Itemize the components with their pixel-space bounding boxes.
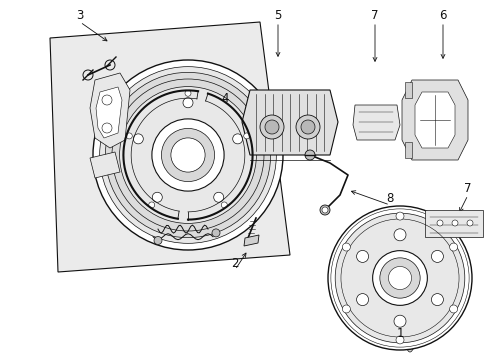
Circle shape (152, 192, 162, 202)
Text: 1: 1 (395, 327, 403, 340)
Polygon shape (50, 22, 289, 272)
Circle shape (395, 336, 403, 344)
Circle shape (379, 258, 419, 298)
Circle shape (319, 205, 329, 215)
Circle shape (184, 90, 191, 96)
Polygon shape (352, 105, 399, 140)
Circle shape (430, 294, 443, 306)
Circle shape (436, 220, 442, 226)
Circle shape (321, 207, 327, 213)
Text: 5: 5 (274, 9, 281, 22)
Circle shape (260, 115, 284, 139)
Text: 3: 3 (76, 9, 83, 22)
Circle shape (161, 129, 214, 181)
Text: 4: 4 (221, 92, 228, 105)
Polygon shape (242, 90, 337, 155)
Polygon shape (244, 235, 259, 246)
Circle shape (152, 119, 224, 191)
Circle shape (301, 120, 314, 134)
Polygon shape (401, 80, 467, 160)
Circle shape (356, 251, 368, 262)
Circle shape (387, 266, 411, 289)
Circle shape (148, 202, 154, 208)
Polygon shape (424, 210, 482, 237)
Circle shape (102, 95, 112, 105)
Polygon shape (90, 152, 120, 178)
Circle shape (170, 138, 204, 172)
Circle shape (102, 123, 112, 133)
Circle shape (183, 98, 193, 108)
Text: 7: 7 (463, 182, 471, 195)
Circle shape (93, 60, 283, 250)
Polygon shape (404, 82, 411, 98)
Text: 2: 2 (231, 257, 238, 270)
Ellipse shape (398, 208, 420, 352)
Circle shape (466, 220, 472, 226)
Circle shape (356, 294, 368, 306)
Polygon shape (404, 142, 411, 158)
Circle shape (120, 87, 256, 224)
Circle shape (154, 237, 162, 244)
Circle shape (342, 243, 350, 251)
Circle shape (372, 251, 427, 305)
Circle shape (305, 150, 314, 160)
Circle shape (393, 229, 405, 241)
Circle shape (448, 243, 457, 251)
Circle shape (133, 134, 143, 144)
Circle shape (264, 120, 279, 134)
Circle shape (327, 206, 471, 350)
Circle shape (126, 133, 132, 139)
Circle shape (221, 202, 227, 208)
Circle shape (232, 134, 242, 144)
Circle shape (448, 305, 457, 313)
Circle shape (243, 133, 249, 139)
Text: 7: 7 (370, 9, 378, 22)
Text: 8: 8 (386, 192, 393, 205)
Circle shape (393, 315, 405, 327)
Polygon shape (414, 92, 454, 148)
Text: 6: 6 (438, 9, 446, 22)
Circle shape (105, 72, 270, 238)
Circle shape (100, 67, 276, 243)
Circle shape (342, 305, 350, 313)
Circle shape (430, 251, 443, 262)
Circle shape (395, 212, 403, 220)
Polygon shape (96, 87, 122, 138)
Circle shape (213, 192, 223, 202)
Circle shape (334, 213, 464, 343)
Circle shape (295, 115, 319, 139)
Polygon shape (90, 73, 130, 148)
Circle shape (451, 220, 457, 226)
Circle shape (212, 229, 220, 237)
